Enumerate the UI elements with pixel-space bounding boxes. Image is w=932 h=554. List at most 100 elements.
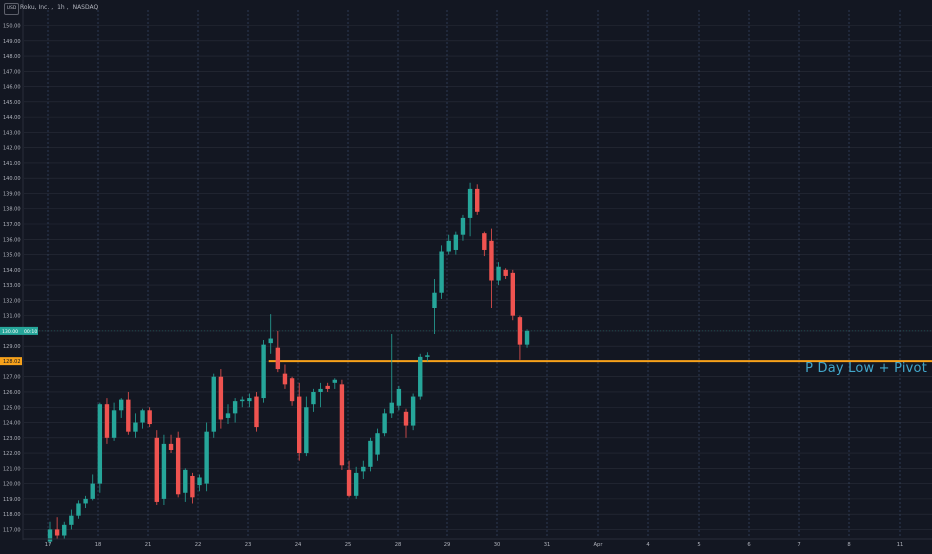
candle-body (69, 515, 74, 525)
candles-layer (47, 182, 530, 545)
x-tick-label: 17 (45, 542, 52, 548)
session-separators (47, 10, 901, 538)
candle-body (232, 401, 238, 414)
candle-body (410, 396, 416, 426)
current-price-label: 130.00 (2, 329, 18, 335)
symbol-title[interactable]: Roku, Inc. (20, 4, 50, 11)
candle-body (346, 469, 352, 496)
time-axis[interactable]: 17 18 21 22 23 24 25 28 29 30 31 Apr 4 5 6 7 8 11 (23, 538, 932, 548)
x-tick-label: 29 (444, 542, 451, 548)
x-tick-label: 7 (797, 542, 800, 548)
y-tick-label: 122.00 (3, 451, 21, 457)
y-tick-label: 118.00 (3, 512, 21, 518)
candle-body (517, 317, 523, 345)
y-tick-label: 150.00 (3, 24, 21, 30)
candle-body (403, 411, 409, 426)
candle-body (496, 266, 501, 281)
candle-body (453, 234, 459, 250)
x-tick-label: 31 (544, 542, 551, 548)
candle-body (211, 376, 216, 432)
candle-body (247, 398, 252, 402)
candle-body (147, 410, 152, 425)
y-tick-label: 127.00 (3, 375, 21, 381)
level-price-label-bg (0, 357, 22, 366)
candle-body (97, 404, 103, 484)
interval-label[interactable]: 1h (57, 4, 65, 11)
candle-body (282, 373, 288, 385)
candle-body (368, 440, 373, 467)
y-tick-label: 149.00 (3, 39, 21, 45)
candle-body (254, 396, 259, 428)
candle-body (418, 356, 423, 397)
x-tick-label: 23 (245, 542, 252, 548)
candle-body (446, 240, 451, 252)
candle-body (467, 188, 473, 218)
x-tick-label: 18 (95, 542, 102, 548)
candle-body (140, 410, 145, 423)
candle-body (168, 443, 174, 451)
y-tick-label: 138.00 (3, 207, 21, 213)
candle-body (190, 475, 195, 498)
candle-body (311, 391, 316, 405)
candle-body (432, 292, 437, 308)
price-axis[interactable]: 117.00 118.00 119.00 120.00 121.00 122.00 123.… (0, 0, 38, 540)
y-tick-label: 123.00 (3, 436, 21, 442)
y-tick-label: 148.00 (3, 54, 21, 60)
candle-body (218, 376, 224, 420)
x-tick-label: 6 (747, 542, 750, 548)
y-tick-label: 121.00 (3, 466, 21, 472)
currency-badge[interactable]: USD (4, 3, 19, 15)
candle-body (482, 233, 487, 250)
candle-body (375, 433, 380, 455)
y-tick-label: 147.00 (3, 69, 21, 75)
x-tick-label: 25 (345, 542, 352, 548)
y-tick-label: 140.00 (3, 176, 21, 182)
candle-body (83, 498, 88, 504)
candle-body (90, 483, 95, 499)
candle-body (204, 431, 209, 484)
y-tick-label: 137.00 (3, 222, 21, 228)
candle-body (261, 344, 266, 399)
y-tick-label: 129.00 (3, 344, 21, 350)
candle-body (62, 524, 67, 536)
candle-body (304, 407, 309, 454)
candle-body (154, 437, 159, 502)
candle-body (439, 251, 444, 293)
y-tick-label: 134.00 (3, 268, 21, 274)
chart-header: Roku, Inc., 1h, NASDAQ (20, 4, 99, 11)
y-tick-label: 124.00 (3, 421, 21, 427)
candle-body (111, 410, 117, 438)
candle-body (275, 347, 281, 370)
level-price-label: 128.02 (3, 359, 21, 365)
candle-body (325, 385, 330, 389)
grid-layer (24, 25, 932, 530)
candle-body (268, 338, 273, 344)
y-tick-label: 125.00 (3, 405, 21, 411)
candle-body (475, 188, 480, 212)
y-tick-label: 146.00 (3, 85, 21, 91)
countdown-label: 00:10 (24, 329, 37, 335)
candle-body (297, 396, 302, 454)
y-tick-label: 133.00 (3, 283, 21, 289)
y-tick-label: 119.00 (3, 497, 21, 503)
countdown-label-bg (22, 326, 38, 335)
x-tick-label: 11 (897, 542, 904, 548)
candle-body (524, 330, 530, 345)
candle-body (510, 272, 515, 316)
candle-body (76, 503, 81, 516)
candle-body (126, 399, 131, 432)
x-tick-label: 8 (847, 542, 850, 548)
candle-body (47, 529, 53, 542)
candle-body (460, 217, 466, 235)
y-tick-label: 141.00 (3, 161, 21, 167)
level-annotation: P Day Low + Pivot (805, 361, 927, 376)
y-tick-label: 131.00 (3, 314, 21, 320)
candle-body (133, 422, 138, 432)
x-tick-label: 4 (646, 542, 650, 548)
candle-body (54, 529, 60, 536)
candle-body (161, 443, 167, 499)
candle-body (396, 388, 402, 406)
candle-body (119, 399, 124, 411)
